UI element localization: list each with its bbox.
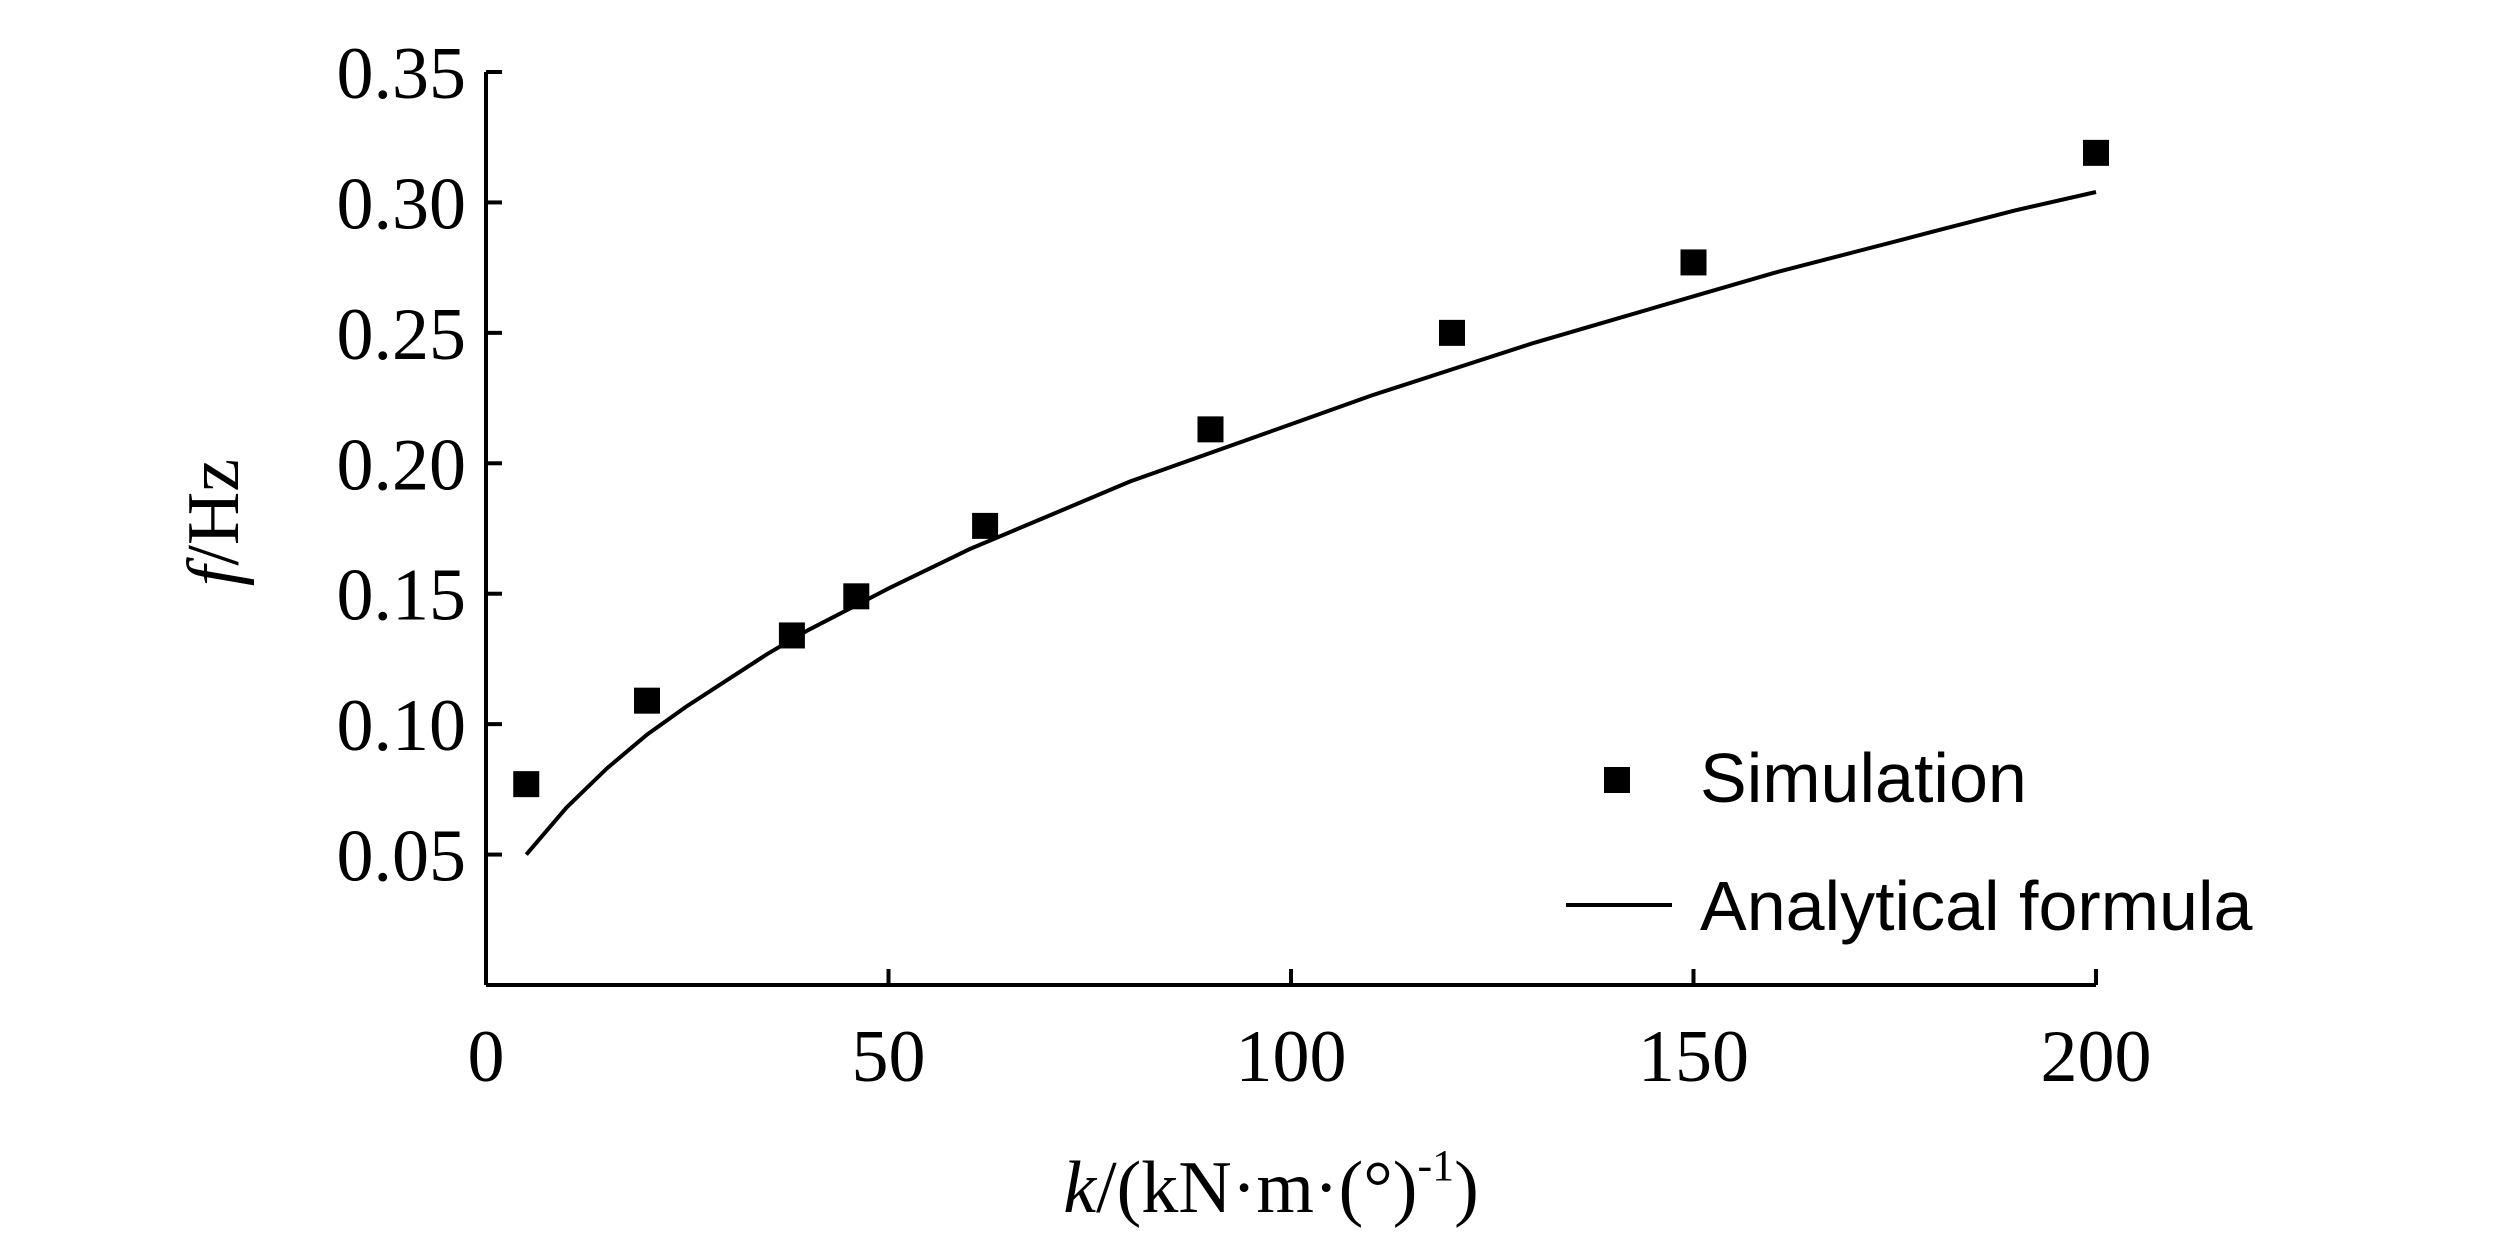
axes [484,72,2096,987]
x-tick-label: 150 [1638,1016,1749,1098]
legend-label-analytical: Analytical formula [1700,867,2253,945]
y-tick-label: 0.30 [337,163,467,245]
simulation-point [1680,249,1707,276]
x-tick-label: 100 [1236,1016,1347,1098]
y-tick-label: 0.35 [337,33,467,115]
y-tick-label: 0.05 [337,816,467,898]
legend: Simulation Analytical formula [1566,739,2253,945]
y-tick-label: 0.25 [337,294,467,376]
simulation-point [634,687,660,714]
simulation-point [1197,416,1224,443]
simulation-point [1439,319,1465,346]
y-axis-unit: /Hz [173,459,255,566]
x-tick-label: 200 [2041,1016,2152,1098]
simulation-point [972,512,999,539]
x-axis-title: k/(kN·m·(°)-1) [1063,1141,1479,1229]
y-axis-title: f/Hz [173,459,255,586]
analytical-formula-line [524,190,2097,856]
x-axis-exponent: -1 [1417,1141,1454,1190]
x-axis-unit-close: ) [1454,1147,1479,1229]
simulation-point [2083,139,2109,166]
y-ticks: 0.05 0.10 0.15 0.20 0.25 0.30 0.35 [337,33,502,898]
legend-label-simulation: Simulation [1700,739,2027,817]
simulation-point [843,583,870,610]
x-tick-label: 0 [468,1016,505,1098]
y-tick-label: 0.10 [337,685,467,767]
x-axis-unit: /(kN·m·(°) [1096,1147,1417,1229]
legend-marker-simulation [1604,767,1630,793]
plot-series [513,139,2109,856]
x-axis-var: k [1063,1147,1097,1229]
x-ticks: 0 50 100 150 200 [468,969,2152,1098]
x-tick-label: 50 [852,1016,926,1098]
simulation-point [778,622,805,649]
y-tick-label: 0.15 [337,555,467,637]
y-tick-label: 0.20 [337,424,467,506]
simulation-point [513,771,540,798]
